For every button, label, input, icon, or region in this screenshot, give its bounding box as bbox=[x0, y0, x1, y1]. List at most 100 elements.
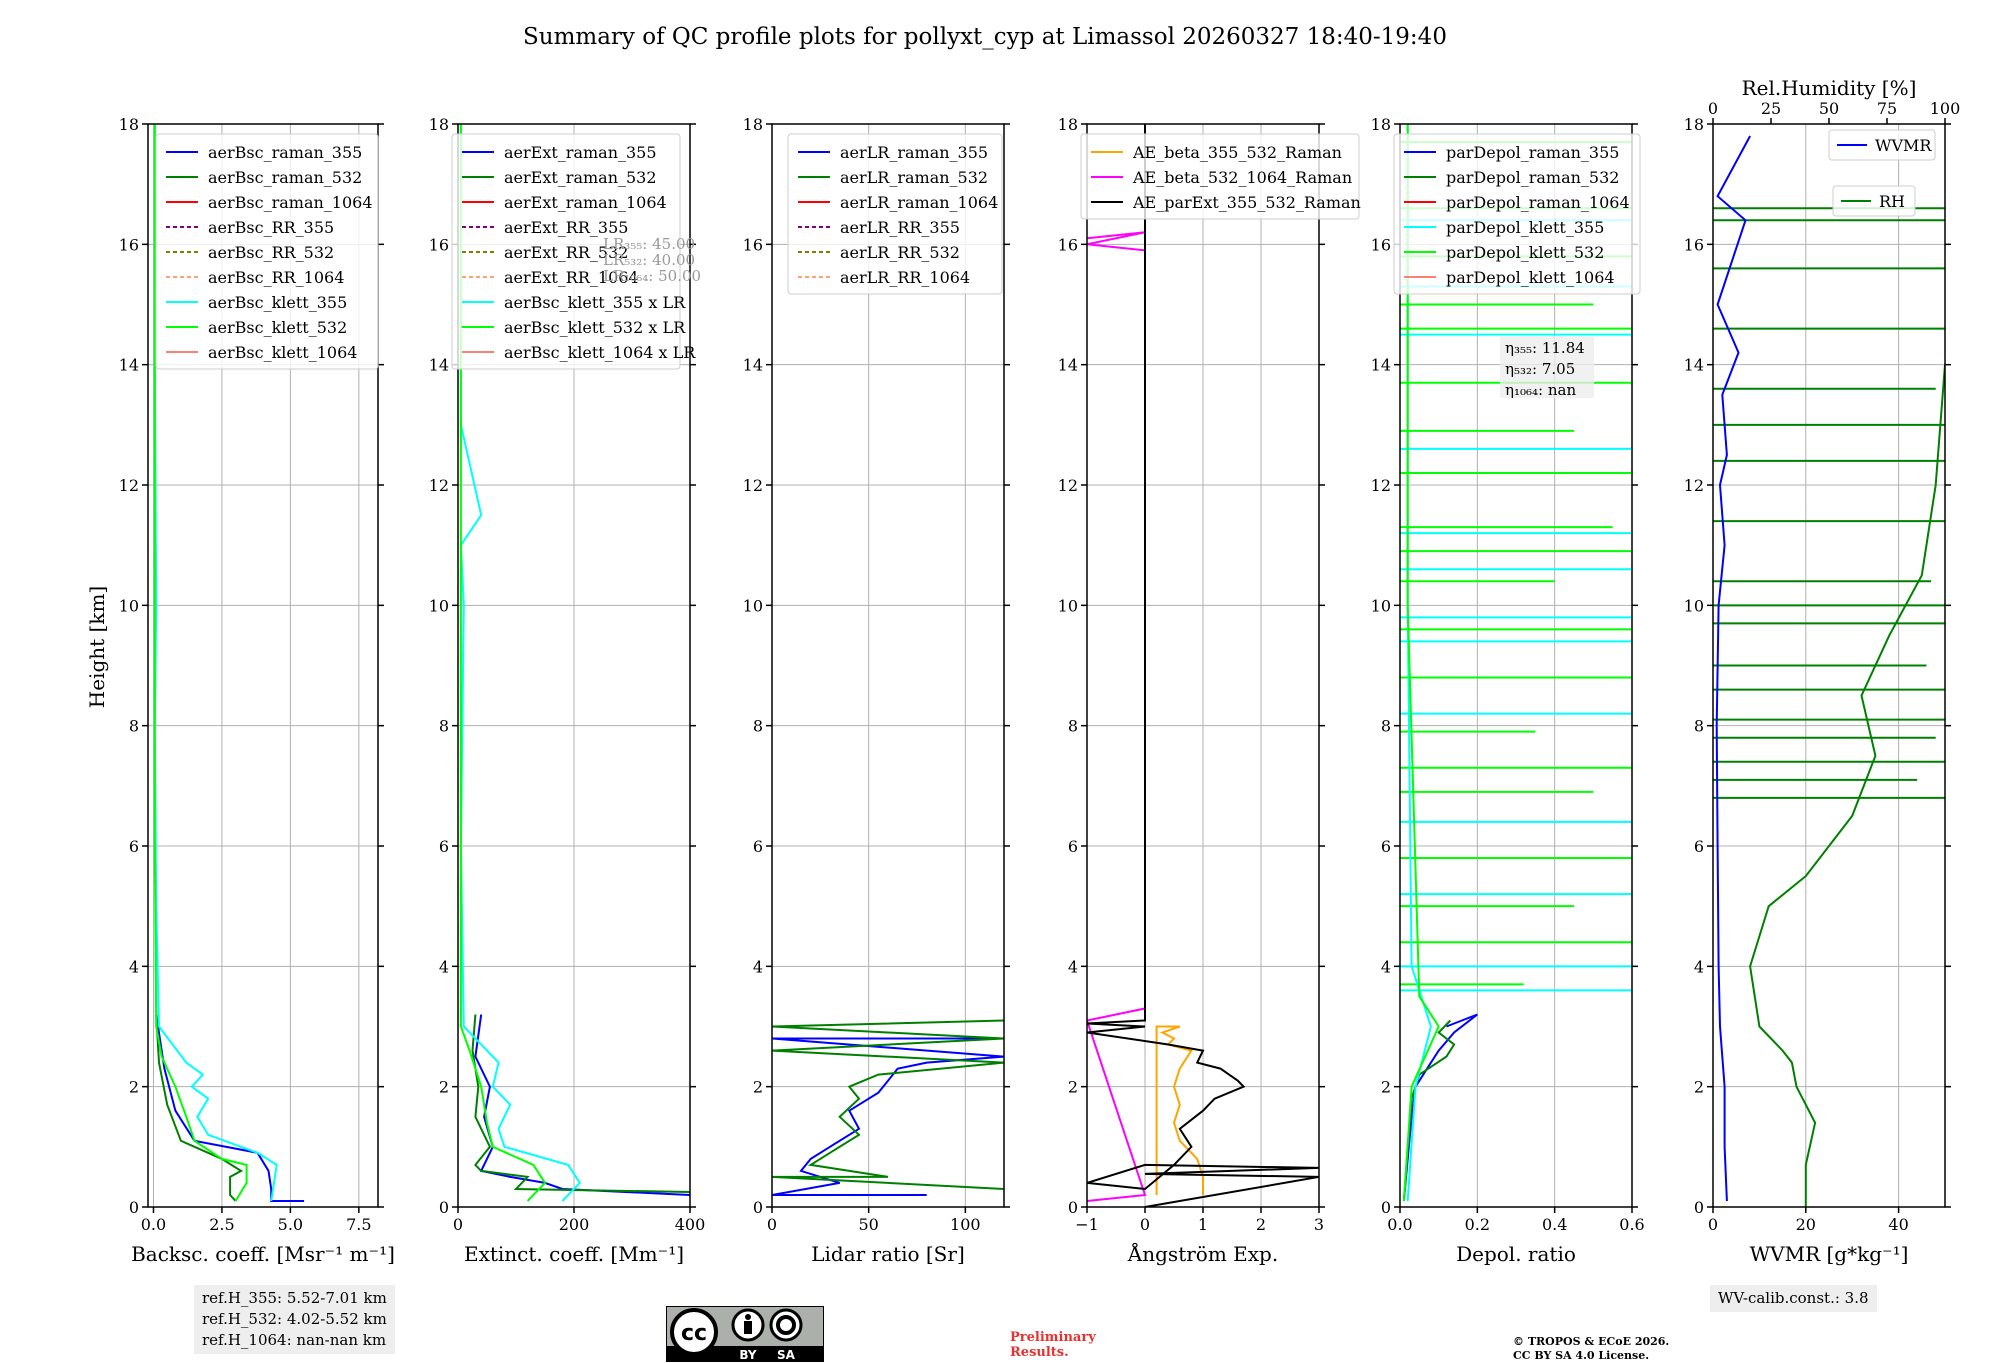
x-tick-label: 0 bbox=[1140, 1215, 1150, 1234]
x-axis-label: Ångström Exp. bbox=[1127, 1241, 1278, 1266]
y-tick-label: 0 bbox=[439, 1198, 449, 1217]
x-tick-label: 7.5 bbox=[346, 1215, 371, 1234]
legend-entry-aerext-raman-1064: aerExt_raman_1064 bbox=[504, 193, 667, 212]
legend-box bbox=[1828, 129, 1936, 161]
y-tick-label: 14 bbox=[1058, 356, 1078, 375]
lidar-ratio-note: LR₅₃₂: 40.00 bbox=[603, 251, 695, 269]
y-tick-label: 16 bbox=[429, 235, 449, 254]
y-tick-label: 4 bbox=[1694, 957, 1704, 976]
x-tick-label: 5.0 bbox=[278, 1215, 303, 1234]
legend-entry-aerext-raman-532: aerExt_raman_532 bbox=[504, 168, 657, 187]
y-tick-label: 10 bbox=[1684, 596, 1704, 615]
data-series-group bbox=[772, 1019, 1004, 1196]
y-tick-label: 0 bbox=[753, 1198, 763, 1217]
x-tick-label: 20 bbox=[1796, 1215, 1816, 1234]
y-tick-label: 10 bbox=[119, 596, 139, 615]
y-tick-label: 14 bbox=[429, 356, 449, 375]
y-tick-label: 16 bbox=[1684, 235, 1704, 254]
panel-depolarization: 0 2 4 6 8 10 12 14 16 18 0.0 0.2 0.4 0.6 Depol. ratio p… bbox=[1371, 115, 1645, 1266]
y-tick-label: 12 bbox=[1684, 476, 1704, 495]
reference-heights-box: ref.H_355: 5.52-7.01 km ref.H_532: 4.02-… bbox=[194, 1285, 395, 1354]
cc-by-sa-license-badge: cc BY SA bbox=[666, 1306, 824, 1362]
legend-entry-ae-beta-532-1064-raman: AE_beta_532_1064_Raman bbox=[1132, 168, 1352, 187]
x-tick-label: 400 bbox=[675, 1215, 706, 1234]
y-tick-label: 16 bbox=[119, 235, 139, 254]
y-tick-label: 8 bbox=[439, 717, 449, 736]
x-tick-label: 100 bbox=[950, 1215, 981, 1234]
y-tick-label: 16 bbox=[743, 235, 763, 254]
figure-title: Summary of QC profile plots for pollyxt_… bbox=[523, 24, 1447, 50]
copyright-line-2: CC BY SA 4.0 License. bbox=[1513, 1349, 1650, 1362]
y-tick-label: 10 bbox=[1371, 596, 1391, 615]
y-tick-label: 12 bbox=[119, 476, 139, 495]
copyright-line-1: © TROPOS & ECoE 2026. bbox=[1513, 1335, 1670, 1348]
top-x-tick-label: 0 bbox=[1708, 99, 1718, 118]
x-axis-label: Backsc. coeff. [Msr⁻¹ m⁻¹] bbox=[131, 1242, 395, 1266]
y-tick-label: 18 bbox=[429, 115, 449, 134]
data-series-group bbox=[153, 124, 305, 1202]
x-tick-label: 50 bbox=[858, 1215, 878, 1234]
x-tick-label: 0 bbox=[1708, 1215, 1718, 1234]
series-line-aerbsc-klett-355-x-lr bbox=[459, 124, 582, 1202]
legend-entry-aerbsc-rr-532: aerBsc_RR_532 bbox=[208, 243, 334, 262]
y-tick-label: 0 bbox=[1381, 1198, 1391, 1217]
legend-entry-aerbsc-raman-532: aerBsc_raman_532 bbox=[208, 168, 362, 187]
y-tick-label: 0 bbox=[1694, 1198, 1704, 1217]
eta-label-box bbox=[1500, 336, 1594, 398]
x-tick-label: 0.2 bbox=[1465, 1215, 1490, 1234]
ref-height-1064: ref.H_1064: nan-nan km bbox=[202, 1331, 387, 1349]
x-axis-label: Depol. ratio bbox=[1456, 1242, 1576, 1266]
legend-entry-ae-parext-355-532-raman: AE_parExt_355_532_Raman bbox=[1132, 193, 1361, 212]
panel-lidar-ratio: 0 2 4 6 8 10 12 14 16 18 0 50 100 Lidar ratio [Sr] aer… bbox=[743, 115, 1010, 1266]
axes-frame bbox=[771, 123, 1005, 1208]
series-line-ae-beta-355-532-raman bbox=[1155, 1025, 1204, 1195]
y-tick-label: 2 bbox=[1068, 1078, 1078, 1097]
x-tick-label: 0 bbox=[453, 1215, 463, 1234]
y-tick-label: 2 bbox=[439, 1078, 449, 1097]
y-tick-label: 0 bbox=[129, 1198, 139, 1217]
y-tick-label: 2 bbox=[1381, 1078, 1391, 1097]
legend-entry-pardepol-raman-532: parDepol_raman_532 bbox=[1446, 168, 1619, 187]
legend-entry-aerext-rr-532: aerExt_RR_532 bbox=[504, 243, 628, 262]
y-tick-label: 8 bbox=[1068, 717, 1078, 736]
y-tick-label: 4 bbox=[1381, 957, 1391, 976]
top-x-tick-label: 25 bbox=[1761, 99, 1781, 118]
legend-entry-aerbsc-klett-355: aerBsc_klett_355 bbox=[208, 293, 347, 312]
legend-box bbox=[1832, 185, 1916, 217]
preliminary-line-1: Preliminary bbox=[1010, 1330, 1096, 1345]
y-tick-label: 18 bbox=[743, 115, 763, 134]
legend-entry-aerlr-raman-355: aerLR_raman_355 bbox=[840, 143, 988, 162]
y-tick-label: 18 bbox=[1371, 115, 1391, 134]
y-tick-label: 10 bbox=[1058, 596, 1078, 615]
data-series-group bbox=[459, 124, 690, 1202]
lidar-ratio-note: LR₁₀₆₄: 50.00 bbox=[603, 267, 701, 285]
ref-height-532: ref.H_532: 4.02-5.52 km bbox=[202, 1310, 387, 1328]
preliminary-results-note: Preliminary Results. bbox=[1010, 1330, 1096, 1360]
series-line-aerbsc-klett-532 bbox=[153, 124, 248, 1202]
legend-entry-aerbsc-klett-355-x-lr: aerBsc_klett_355 x LR bbox=[504, 293, 686, 312]
series-line-ae-parext-355-532-raman bbox=[1087, 124, 1319, 1207]
y-tick-label: 14 bbox=[1371, 356, 1391, 375]
y-tick-label: 6 bbox=[439, 837, 449, 856]
legend-box bbox=[155, 133, 379, 370]
y-tick-label: 6 bbox=[1694, 837, 1704, 856]
y-tick-label: 8 bbox=[753, 717, 763, 736]
y-axis-label: Height [km] bbox=[85, 586, 109, 708]
by-label: BY bbox=[739, 1348, 756, 1362]
legend-entry-aerbsc-klett-532: aerBsc_klett_532 bbox=[208, 318, 347, 337]
legend-box bbox=[451, 133, 681, 370]
series-line-wvmr bbox=[1715, 135, 1751, 1202]
axes-frame bbox=[1399, 123, 1633, 1208]
x-tick-label: 2.5 bbox=[209, 1215, 234, 1234]
series-line-aerbsc-raman-532 bbox=[155, 1014, 244, 1202]
y-tick-label: 18 bbox=[1058, 115, 1078, 134]
axes-frame bbox=[147, 123, 379, 1208]
legend-entry-aerbsc-rr-1064: aerBsc_RR_1064 bbox=[208, 268, 344, 287]
legend-entry-aerext-rr-355: aerExt_RR_355 bbox=[504, 218, 628, 237]
legend-box bbox=[787, 133, 1003, 295]
y-tick-label: 14 bbox=[743, 356, 763, 375]
series-line-aerlr-raman-532 bbox=[772, 1019, 1004, 1190]
legend-entry-aerbsc-klett-532-x-lr: aerBsc_klett_532 x LR bbox=[504, 318, 686, 337]
